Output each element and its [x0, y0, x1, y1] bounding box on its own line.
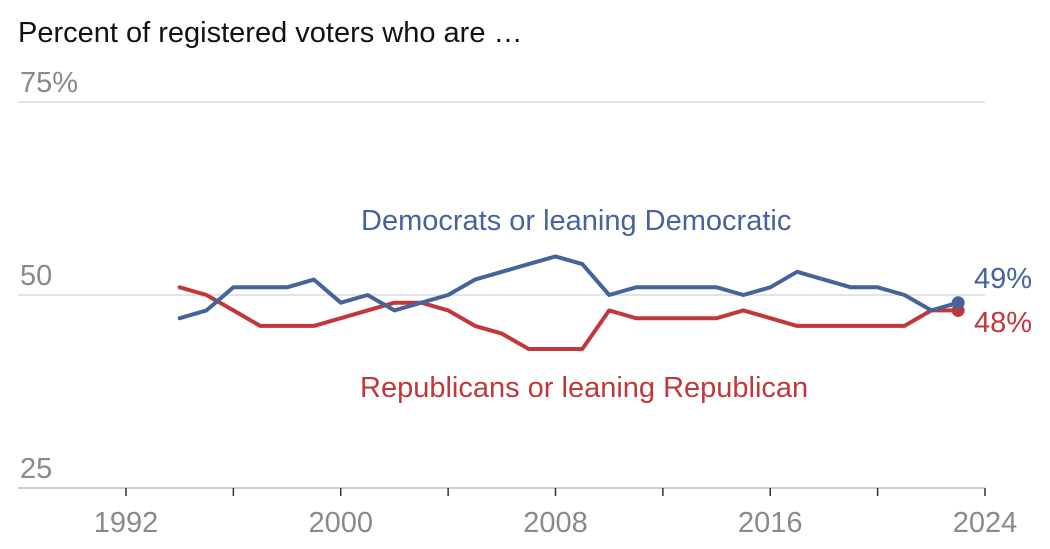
series-label-republicans: Republicans or leaning Republican: [360, 372, 808, 404]
end-point-democrats: [951, 296, 965, 310]
series-line-democrats: [177, 254, 961, 321]
x-tick-label-2016: 2016: [738, 507, 803, 539]
gridlines: [18, 101, 985, 296]
series-label-democrats: Democrats or leaning Democratic: [361, 205, 791, 237]
y-axis-ticks: 75% 50 25: [20, 67, 78, 485]
y-tick-label-25: 25: [20, 453, 52, 485]
x-tick-label-1992: 1992: [94, 507, 159, 539]
series-lines: [177, 254, 965, 351]
x-axis: 1992 2000 2008 2016 2024: [18, 487, 1018, 539]
end-label-republicans: 48%: [974, 307, 1032, 339]
x-tick-label-2000: 2000: [308, 507, 373, 539]
series-line-republicans: [177, 285, 961, 351]
y-tick-label-50: 50: [20, 260, 52, 292]
x-tick-label-2008: 2008: [523, 507, 588, 539]
y-tick-label-75: 75%: [20, 67, 78, 99]
chart-title: Percent of registered voters who are …: [18, 17, 523, 49]
end-label-democrats: 49%: [974, 263, 1032, 295]
x-tick-label-2024: 2024: [953, 507, 1018, 539]
